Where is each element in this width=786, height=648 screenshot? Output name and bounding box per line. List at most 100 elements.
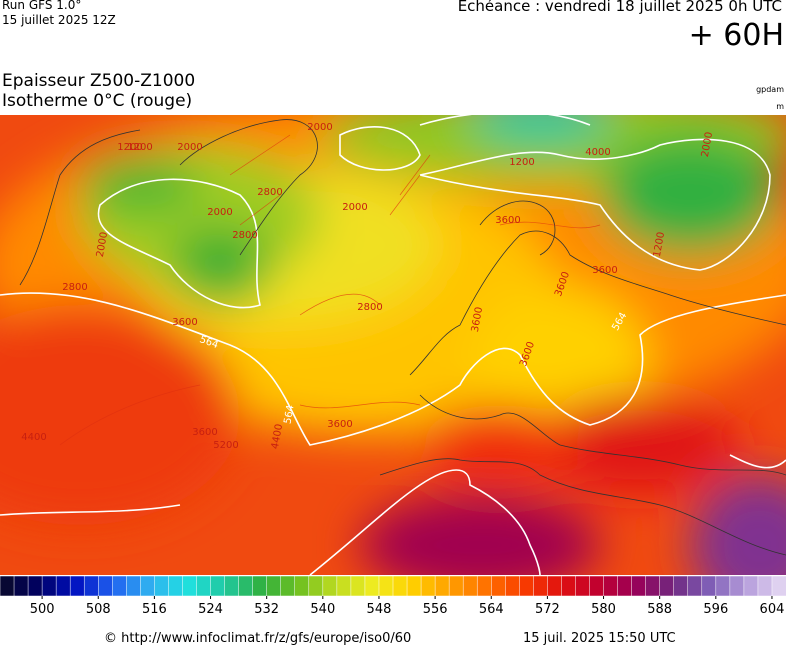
contour-label: 2000 bbox=[207, 207, 232, 218]
colorbar-swatch bbox=[420, 575, 436, 597]
contour-label: 1200 bbox=[652, 231, 667, 258]
colorbar-swatch bbox=[462, 575, 478, 597]
colorbar-swatch bbox=[406, 575, 422, 597]
colorbar-tick-label: 516 bbox=[142, 602, 167, 615]
colorbar-tick-label: 556 bbox=[423, 602, 448, 615]
colorbar-swatch bbox=[168, 575, 184, 597]
valid-time: Echéance : vendredi 18 juillet 2025 0h U… bbox=[457, 0, 782, 15]
colorbar-swatch bbox=[364, 575, 380, 597]
colorbar-swatch bbox=[336, 575, 352, 597]
colorbar-swatch bbox=[533, 575, 549, 597]
colorbar-tick-label: 540 bbox=[310, 602, 335, 615]
contour-label: 3600 bbox=[592, 265, 617, 276]
contour-label: 1200 bbox=[127, 142, 152, 153]
contour-label: 1200 bbox=[509, 157, 534, 168]
run-date: 15 juillet 2025 12Z bbox=[2, 13, 116, 27]
colorbar-swatch bbox=[196, 575, 212, 597]
colorbar-swatch bbox=[519, 575, 535, 597]
colorbar-tick-label: 524 bbox=[198, 602, 223, 615]
colorbar-swatch bbox=[743, 575, 759, 597]
contour-label: 2000 bbox=[307, 122, 332, 133]
colorbar-swatch bbox=[448, 575, 464, 597]
colorbar-swatch bbox=[378, 575, 394, 597]
colorbar-swatch bbox=[308, 575, 324, 597]
colorbar-swatch bbox=[645, 575, 661, 597]
contour-label: 3600 bbox=[470, 306, 485, 333]
colorbar-swatch bbox=[83, 575, 100, 597]
colorbar-swatch bbox=[771, 575, 786, 597]
contour-label: 3600 bbox=[327, 419, 352, 430]
colorbar-swatch bbox=[757, 575, 773, 597]
colorbar-swatch bbox=[547, 575, 563, 597]
colorbar-swatch bbox=[589, 575, 605, 597]
colorbar-swatch bbox=[238, 575, 254, 597]
unit-label: m bbox=[776, 102, 784, 111]
colorbar-swatch bbox=[252, 575, 268, 597]
colorbar-swatch bbox=[154, 575, 170, 597]
colorbar-swatch bbox=[0, 575, 15, 597]
colorbar-swatch bbox=[673, 575, 689, 597]
colorbar-swatch bbox=[294, 575, 310, 597]
contour-label: 2000 bbox=[700, 131, 715, 158]
contour-label: 4400 bbox=[21, 432, 46, 443]
colorbar-swatch bbox=[603, 575, 619, 597]
contour-label: 5200 bbox=[213, 440, 238, 451]
colorbar-swatch bbox=[350, 575, 366, 597]
colorbar-swatch bbox=[491, 575, 507, 597]
map-subtitle: Isotherme 0°C (rouge) bbox=[2, 91, 193, 111]
contour-label: 3600 bbox=[172, 317, 197, 328]
colorbar: 500 508 516 524 532 540 548 556 564 572 580 588 596 6… bbox=[0, 575, 786, 615]
colorbar-swatch bbox=[729, 575, 745, 597]
source-link: © http://www.infoclimat.fr/z/gfs/europe/… bbox=[104, 631, 412, 646]
contour-label: 1200 bbox=[117, 142, 142, 153]
colorbar-swatch bbox=[55, 575, 71, 597]
colorbar-swatch bbox=[13, 575, 29, 597]
generated-time: 15 juil. 2025 15:50 UTC bbox=[523, 631, 676, 646]
colorbar-tick-label: 532 bbox=[254, 602, 279, 615]
colorbar-swatch bbox=[659, 575, 675, 597]
contour-label: 2800 bbox=[257, 187, 282, 198]
colorbar-swatch bbox=[505, 575, 521, 597]
contour-label: 2800 bbox=[62, 282, 87, 293]
colorbar-tick-label: 588 bbox=[647, 602, 672, 615]
thickness-contours bbox=[0, 115, 786, 575]
colorbar-swatch bbox=[126, 575, 142, 597]
contour-label: 2000 bbox=[342, 202, 367, 213]
contour-label: 4400 bbox=[270, 423, 285, 450]
colorbar-swatch bbox=[224, 575, 240, 597]
contour-label: 2000 bbox=[177, 142, 202, 153]
freezing-level-contours bbox=[59, 134, 601, 446]
colorbar-tick-label: 500 bbox=[30, 602, 55, 615]
colorbar-tick-label: 548 bbox=[367, 602, 392, 615]
colorbar-swatch bbox=[27, 575, 43, 597]
coastlines bbox=[19, 119, 786, 556]
colorbar-tick-label: 564 bbox=[479, 602, 504, 615]
contour-label: 3600 bbox=[495, 215, 520, 226]
colorbar-swatch bbox=[631, 575, 647, 597]
colorbar-swatch bbox=[41, 575, 57, 597]
colorbar-swatch bbox=[112, 575, 128, 597]
colorbar-swatch bbox=[280, 575, 296, 597]
colorbar-swatch bbox=[561, 575, 577, 597]
colorbar-swatch bbox=[701, 575, 717, 597]
colorbar-tick-label: 596 bbox=[703, 602, 728, 615]
colorbar-swatch bbox=[715, 575, 731, 597]
map: 1200 2000 2000 2800 2000 2800 3600 564 2000 2800 3… bbox=[0, 115, 786, 575]
contour-label: 2000 bbox=[95, 231, 110, 258]
colorbar-swatch bbox=[140, 575, 156, 597]
colorbar-swatch bbox=[617, 575, 633, 597]
contour-label: 4000 bbox=[585, 147, 610, 158]
contour-label: 564 bbox=[282, 404, 296, 425]
contour-label: 3600 bbox=[192, 427, 217, 438]
colorbar-swatch bbox=[476, 575, 493, 597]
colorbar-swatch bbox=[434, 575, 450, 597]
thickness-field bbox=[0, 115, 786, 575]
lead-time: + 60H bbox=[688, 18, 784, 53]
unit-label: gpdam bbox=[756, 85, 784, 94]
map-title: Epaisseur Z500-Z1000 bbox=[2, 71, 196, 91]
colorbar-swatch bbox=[98, 575, 114, 597]
colorbar-swatch bbox=[322, 575, 338, 597]
colorbar-swatch bbox=[69, 575, 85, 597]
contour-label: 2800 bbox=[357, 302, 382, 313]
